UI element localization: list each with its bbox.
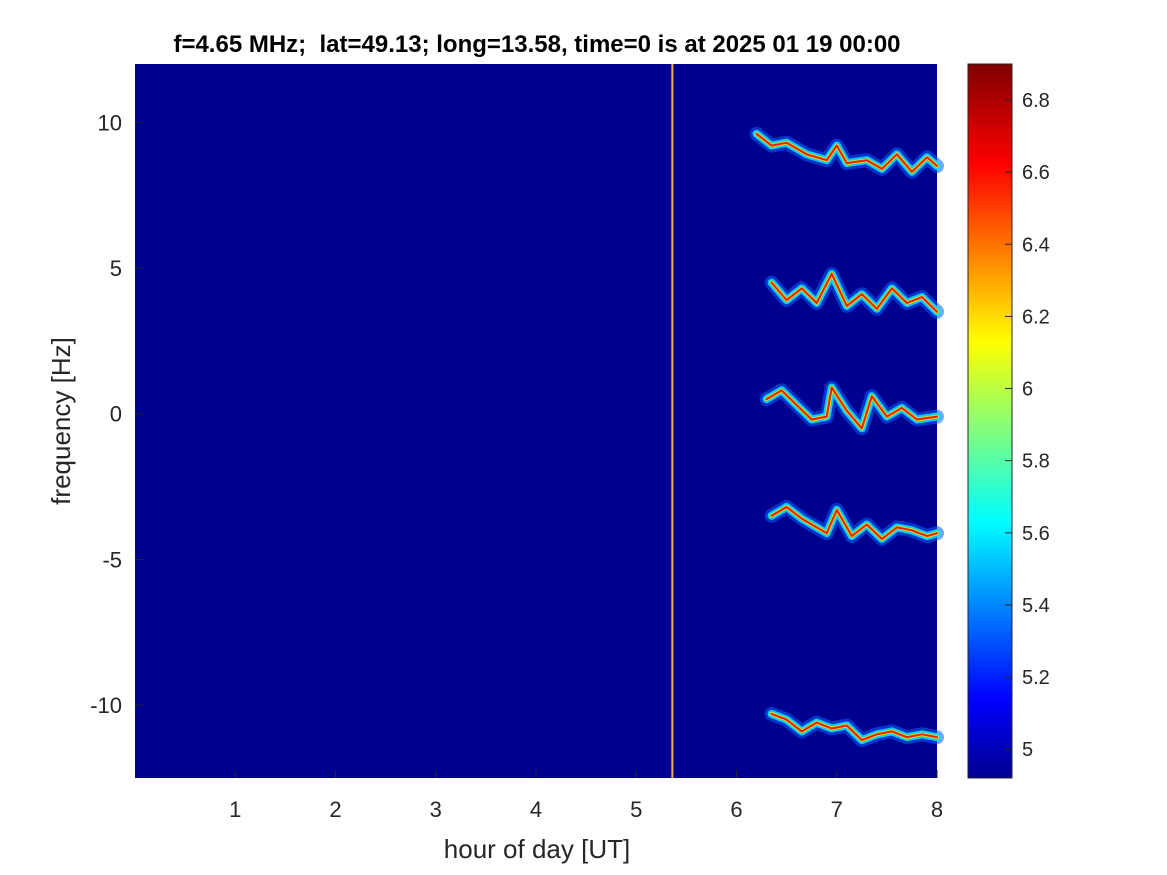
x-tick-label: 5	[630, 797, 642, 822]
signal-traces	[749, 126, 944, 748]
x-tick-label: 1	[229, 797, 241, 822]
trace-2-peak	[770, 272, 938, 313]
y-tick-label: -10	[90, 693, 122, 718]
colorbar-tick-label: 6.2	[1022, 306, 1050, 328]
y-tick-label: -5	[102, 547, 122, 572]
colorbar-tick-label: 6.8	[1022, 90, 1050, 112]
colorbar-tick-label: 6.6	[1022, 162, 1050, 184]
colorbar-tick-label: 5.6	[1022, 523, 1050, 545]
y-axis-label: frequency [Hz]	[46, 337, 76, 505]
x-tick-label: 8	[931, 797, 943, 822]
colorbar-tick-label: 6.4	[1022, 234, 1050, 256]
x-tick-label: 2	[329, 797, 341, 822]
colorbar	[967, 63, 1013, 779]
x-tick-label: 7	[831, 797, 843, 822]
trace-3-peak	[765, 386, 938, 430]
colorbar-ticks: 6.8 6.6 6.4 6.2 6 5.8 5.6 5.4 5.2 5	[1005, 90, 1050, 761]
x-axis-label: hour of day [UT]	[444, 834, 630, 864]
colorbar-tick-label: 5	[1022, 739, 1033, 761]
colorbar-tick-label: 6	[1022, 379, 1033, 401]
x-tick-label: 3	[430, 797, 442, 822]
trace-4-peak	[770, 506, 938, 540]
chart-title: f=4.65 MHz; lat=49.13; long=13.58, time=…	[173, 31, 900, 58]
colorbar-tick-label: 5.2	[1022, 667, 1050, 689]
x-tick-label: 4	[530, 797, 542, 822]
trace-1-peak	[755, 132, 938, 173]
y-tick-label: 0	[110, 402, 122, 427]
colorbar-tick-label: 5.8	[1022, 451, 1050, 473]
colorbar-tick-label: 5.4	[1022, 595, 1050, 617]
x-axis-ticks: 1 2 3 4 5 6 7 8	[229, 770, 943, 822]
trace-5-peak	[770, 712, 938, 742]
y-tick-label: 10	[98, 110, 122, 135]
y-axis-ticks: 10 5 0 -5 -10	[90, 110, 143, 718]
y-tick-label: 5	[110, 256, 122, 281]
x-tick-label: 6	[730, 797, 742, 822]
